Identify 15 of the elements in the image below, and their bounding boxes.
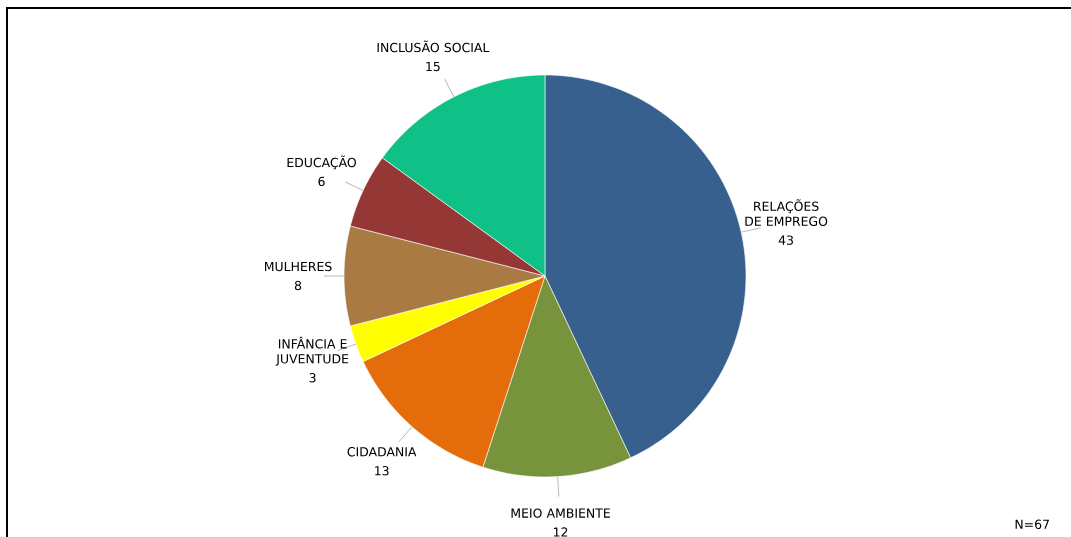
slice-label: INFÂNCIA E JUVENTUDE — [275, 336, 349, 366]
data-label: 6 — [318, 176, 325, 187]
data-label: 3 — [309, 373, 316, 383]
slice-label: MULHERES — [265, 261, 332, 272]
slice-label: CIDADANIA — [347, 447, 417, 457]
data-label: 43 — [778, 235, 793, 245]
data-label: 13 — [375, 466, 389, 476]
data-label: 8 — [294, 280, 302, 291]
data-label: 15 — [426, 61, 440, 72]
data-label: 12 — [553, 527, 568, 537]
slice-label: RELAÇÕES DE EMPREGO — [745, 199, 828, 226]
text: N=67 — [1015, 519, 1049, 529]
slice-label: MEIO AMBIENTE — [511, 508, 610, 518]
slice-label: INCLUSÃO SOCIAL — [377, 40, 490, 53]
slice-label: EDUCAÇÃO — [287, 155, 356, 170]
